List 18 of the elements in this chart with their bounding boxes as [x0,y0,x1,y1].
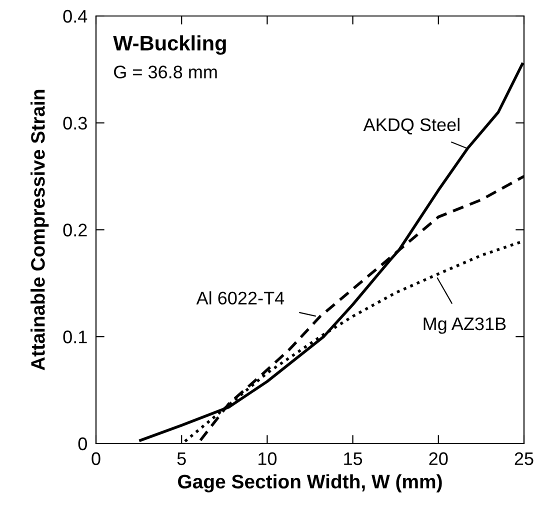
x-axis-title: Gage Section Width, W (mm) [178,474,442,492]
annotation: Mg AZ31B [424,317,506,334]
annotation: Al 6022-T4 [196,291,284,304]
x-tick-label: 5 [177,452,186,466]
x-tick-label: 15 [344,452,362,466]
y-tick-label: 0.3 [63,116,87,130]
y-tick-label: 0.1 [63,330,87,344]
y-axis-title: Attainable Compressive Strain [30,90,49,370]
y-tick-label: 0.4 [63,10,88,23]
y-tick-label: 0.2 [63,224,87,236]
x-tick-label: 0 [92,452,100,466]
x-tick-label: 25 [514,452,534,466]
y-tick-label: 0 [78,437,87,450]
text: W-Buckling [113,35,226,55]
x-tick-label: 10 [258,452,277,466]
annotation: AKDQ Steel [363,118,460,134]
text: G = 36.8 mm [114,66,217,78]
x-tick-label: 20 [429,452,448,466]
